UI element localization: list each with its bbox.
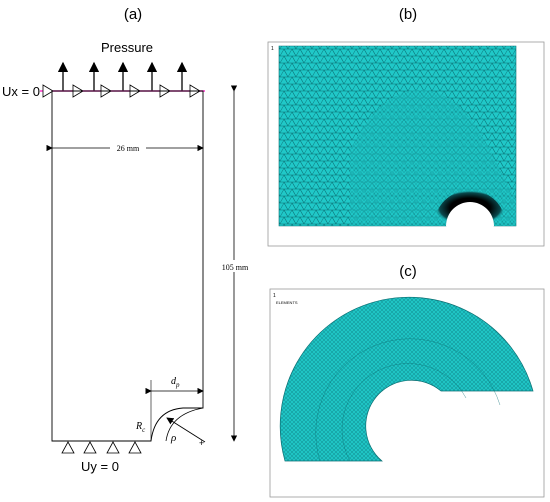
height-dimension-label: 105 mm xyxy=(222,263,249,272)
rho-origin-mark: + xyxy=(199,438,204,448)
panel-c-info-text: ELEMENTS xyxy=(276,300,298,305)
support-triangle xyxy=(128,441,142,454)
notch-depth-label: dp xyxy=(171,376,180,389)
notch-cutout xyxy=(446,202,494,226)
rho-arrow xyxy=(166,417,206,443)
bottom-supports xyxy=(61,441,142,454)
notch-radius-label: Rc xyxy=(135,421,146,434)
width-dimension-label: 26 mm xyxy=(117,144,140,153)
support-triangle xyxy=(83,441,97,454)
panel-a: (a) Pressure Ux = 0 xyxy=(2,6,250,474)
roller-triangle xyxy=(42,84,54,98)
mesh-plate xyxy=(278,45,517,227)
panel-b-label: (b) xyxy=(399,6,417,23)
annular-mesh xyxy=(279,296,534,462)
uy-bc-label: Uy = 0 xyxy=(81,459,119,474)
panel-c-label: (c) xyxy=(399,263,417,280)
pressure-label: Pressure xyxy=(101,40,153,55)
panel-b-corner-text: 1 xyxy=(271,46,274,52)
support-triangle xyxy=(61,441,75,454)
notch-inner-arc xyxy=(165,407,204,442)
panel-c-corner-text: 1 xyxy=(273,293,276,299)
pressure-arrows xyxy=(57,61,188,91)
panel-c: (c) 1 ELEMENTS xyxy=(269,263,545,498)
panel-a-label: (a) xyxy=(124,6,142,23)
annular-mesh-ring xyxy=(315,338,501,462)
panel-b: (b) 1 xyxy=(267,6,545,247)
rho-label: ρ xyxy=(170,432,176,444)
support-triangle xyxy=(106,441,120,454)
ux-bc-label: Ux = 0 xyxy=(2,84,40,99)
